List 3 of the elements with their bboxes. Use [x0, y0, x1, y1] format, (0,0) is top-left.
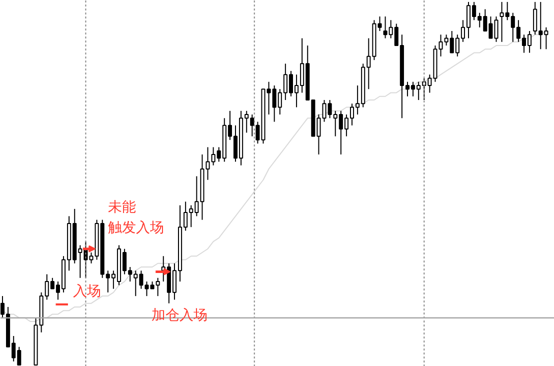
annotation: 加仓入场	[152, 307, 208, 324]
annotation: 入场	[72, 284, 101, 300]
annotation: 未能触发入场	[108, 199, 164, 236]
